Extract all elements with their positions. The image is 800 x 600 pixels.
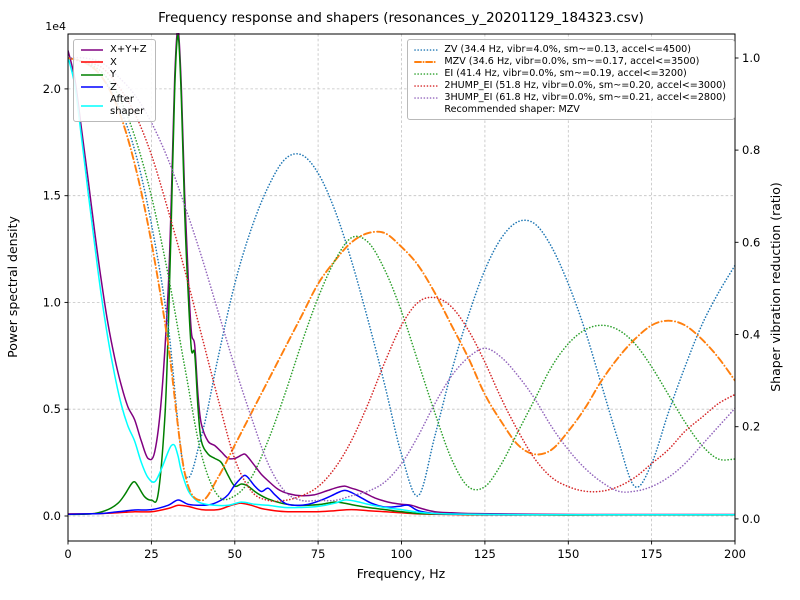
legend-line-swatch — [414, 72, 439, 75]
curves-layer — [68, 33, 735, 516]
x-tick-label: 125 — [474, 547, 496, 561]
legend-label: MZV (34.6 Hz, vibr=0.0%, sm~=0.17, accel… — [444, 56, 700, 68]
legend-item-mzv: MZV (34.6 Hz, vibr=0.0%, sm~=0.17, accel… — [414, 56, 726, 67]
right-y-tick-label: 0.2 — [742, 420, 760, 434]
legend-item-3hump_ei: 3HUMP_EI (61.8 Hz, vibr=0.0%, sm~=0.21, … — [414, 92, 726, 103]
legend-item-z: Z — [80, 82, 147, 94]
x-tick-label: 100 — [391, 547, 413, 561]
x-tick-label: 0 — [64, 547, 71, 561]
right-y-tick-label: 1.0 — [742, 51, 760, 65]
x-tick-label: 50 — [227, 547, 242, 561]
legend-label: X+Y+Z — [110, 44, 147, 55]
chart-title: Frequency response and shapers (resonanc… — [158, 11, 644, 26]
shaper-curve-mzv — [68, 57, 735, 502]
left-axis-label: Power spectral density — [5, 216, 20, 358]
legend-item-y: Y — [80, 69, 147, 81]
legend-line-swatch — [81, 104, 103, 107]
right-y-tick-label: 0.4 — [742, 328, 760, 342]
legend-item-after_shaper: After shaper — [80, 94, 147, 117]
left-y-tick-label: 1.0 — [43, 295, 61, 309]
legend-item-x: X — [80, 57, 147, 69]
legend-label: 3HUMP_EI (61.8 Hz, vibr=0.0%, sm~=0.21, … — [444, 92, 726, 104]
legend-line-swatch — [414, 96, 439, 99]
x-axis-label: Frequency, Hz — [357, 566, 446, 581]
legend-line-swatch — [414, 48, 439, 51]
recommended-shaper-note: Recommended shaper: MZV — [444, 104, 580, 116]
legend-label: After shaper — [110, 94, 145, 117]
right-y-tick-label: 0.0 — [742, 512, 760, 526]
legend-line-swatch — [81, 61, 103, 64]
x-tick-label: 175 — [641, 547, 663, 561]
psd-curve-y — [68, 34, 735, 516]
right-axis-label: Shaper vibration reduction (ratio) — [768, 182, 783, 392]
psd-curve-after_shaper — [68, 56, 735, 516]
x-tick-label: 75 — [311, 547, 326, 561]
right-y-tick-label: 0.6 — [742, 235, 760, 249]
psd-legend: X+Y+Z X Y Z After shaper — [73, 39, 156, 122]
legend-item-ei: EI (41.4 Hz, vibr=0.0%, sm~=0.19, accel<… — [414, 68, 726, 79]
x-tick-label: 25 — [144, 547, 159, 561]
left-y-tick-label: 0.5 — [43, 402, 61, 416]
legend-label: ZV (34.4 Hz, vibr=4.0%, sm~=0.13, accel<… — [444, 44, 692, 55]
right-y-tick-label: 0.8 — [742, 143, 760, 157]
legend-line-swatch — [414, 84, 439, 87]
shaper-legend: ZV (34.4 Hz, vibr=4.0%, sm~=0.13, accel<… — [407, 39, 735, 121]
shaper-curve-ei — [68, 57, 735, 501]
legend-label: Z — [110, 81, 117, 93]
y-axis-offset-label: 1e4 — [45, 20, 66, 33]
shaper-curve-2hump_ei — [68, 57, 735, 503]
legend-item-2hump_ei: 2HUMP_EI (51.8 Hz, vibr=0.0%, sm~=0.20, … — [414, 80, 726, 91]
legend-label: X — [110, 56, 117, 68]
x-tick-label: 150 — [557, 547, 579, 561]
shaper-curve-zv — [68, 57, 735, 497]
legend-label: 2HUMP_EI (51.8 Hz, vibr=0.0%, sm~=0.20, … — [444, 80, 726, 92]
legend-item-recommendation: Recommended shaper: MZV — [414, 104, 726, 115]
left-y-tick-label: 0.0 — [43, 509, 61, 523]
legend-line-swatch — [81, 48, 103, 51]
legend-item-xyz: X+Y+Z — [80, 44, 147, 56]
legend-line-swatch — [81, 73, 103, 76]
left-y-tick-label: 1.5 — [43, 189, 61, 203]
legend-line-swatch — [81, 86, 103, 89]
left-y-tick-label: 2.0 — [43, 82, 61, 96]
legend-label: Y — [110, 69, 117, 80]
x-tick-label: 200 — [724, 547, 746, 561]
legend-item-zv: ZV (34.4 Hz, vibr=4.0%, sm~=0.13, accel<… — [414, 44, 726, 55]
legend-line-swatch — [414, 60, 439, 63]
legend-label: EI (41.4 Hz, vibr=0.0%, sm~=0.19, accel<… — [444, 68, 687, 80]
